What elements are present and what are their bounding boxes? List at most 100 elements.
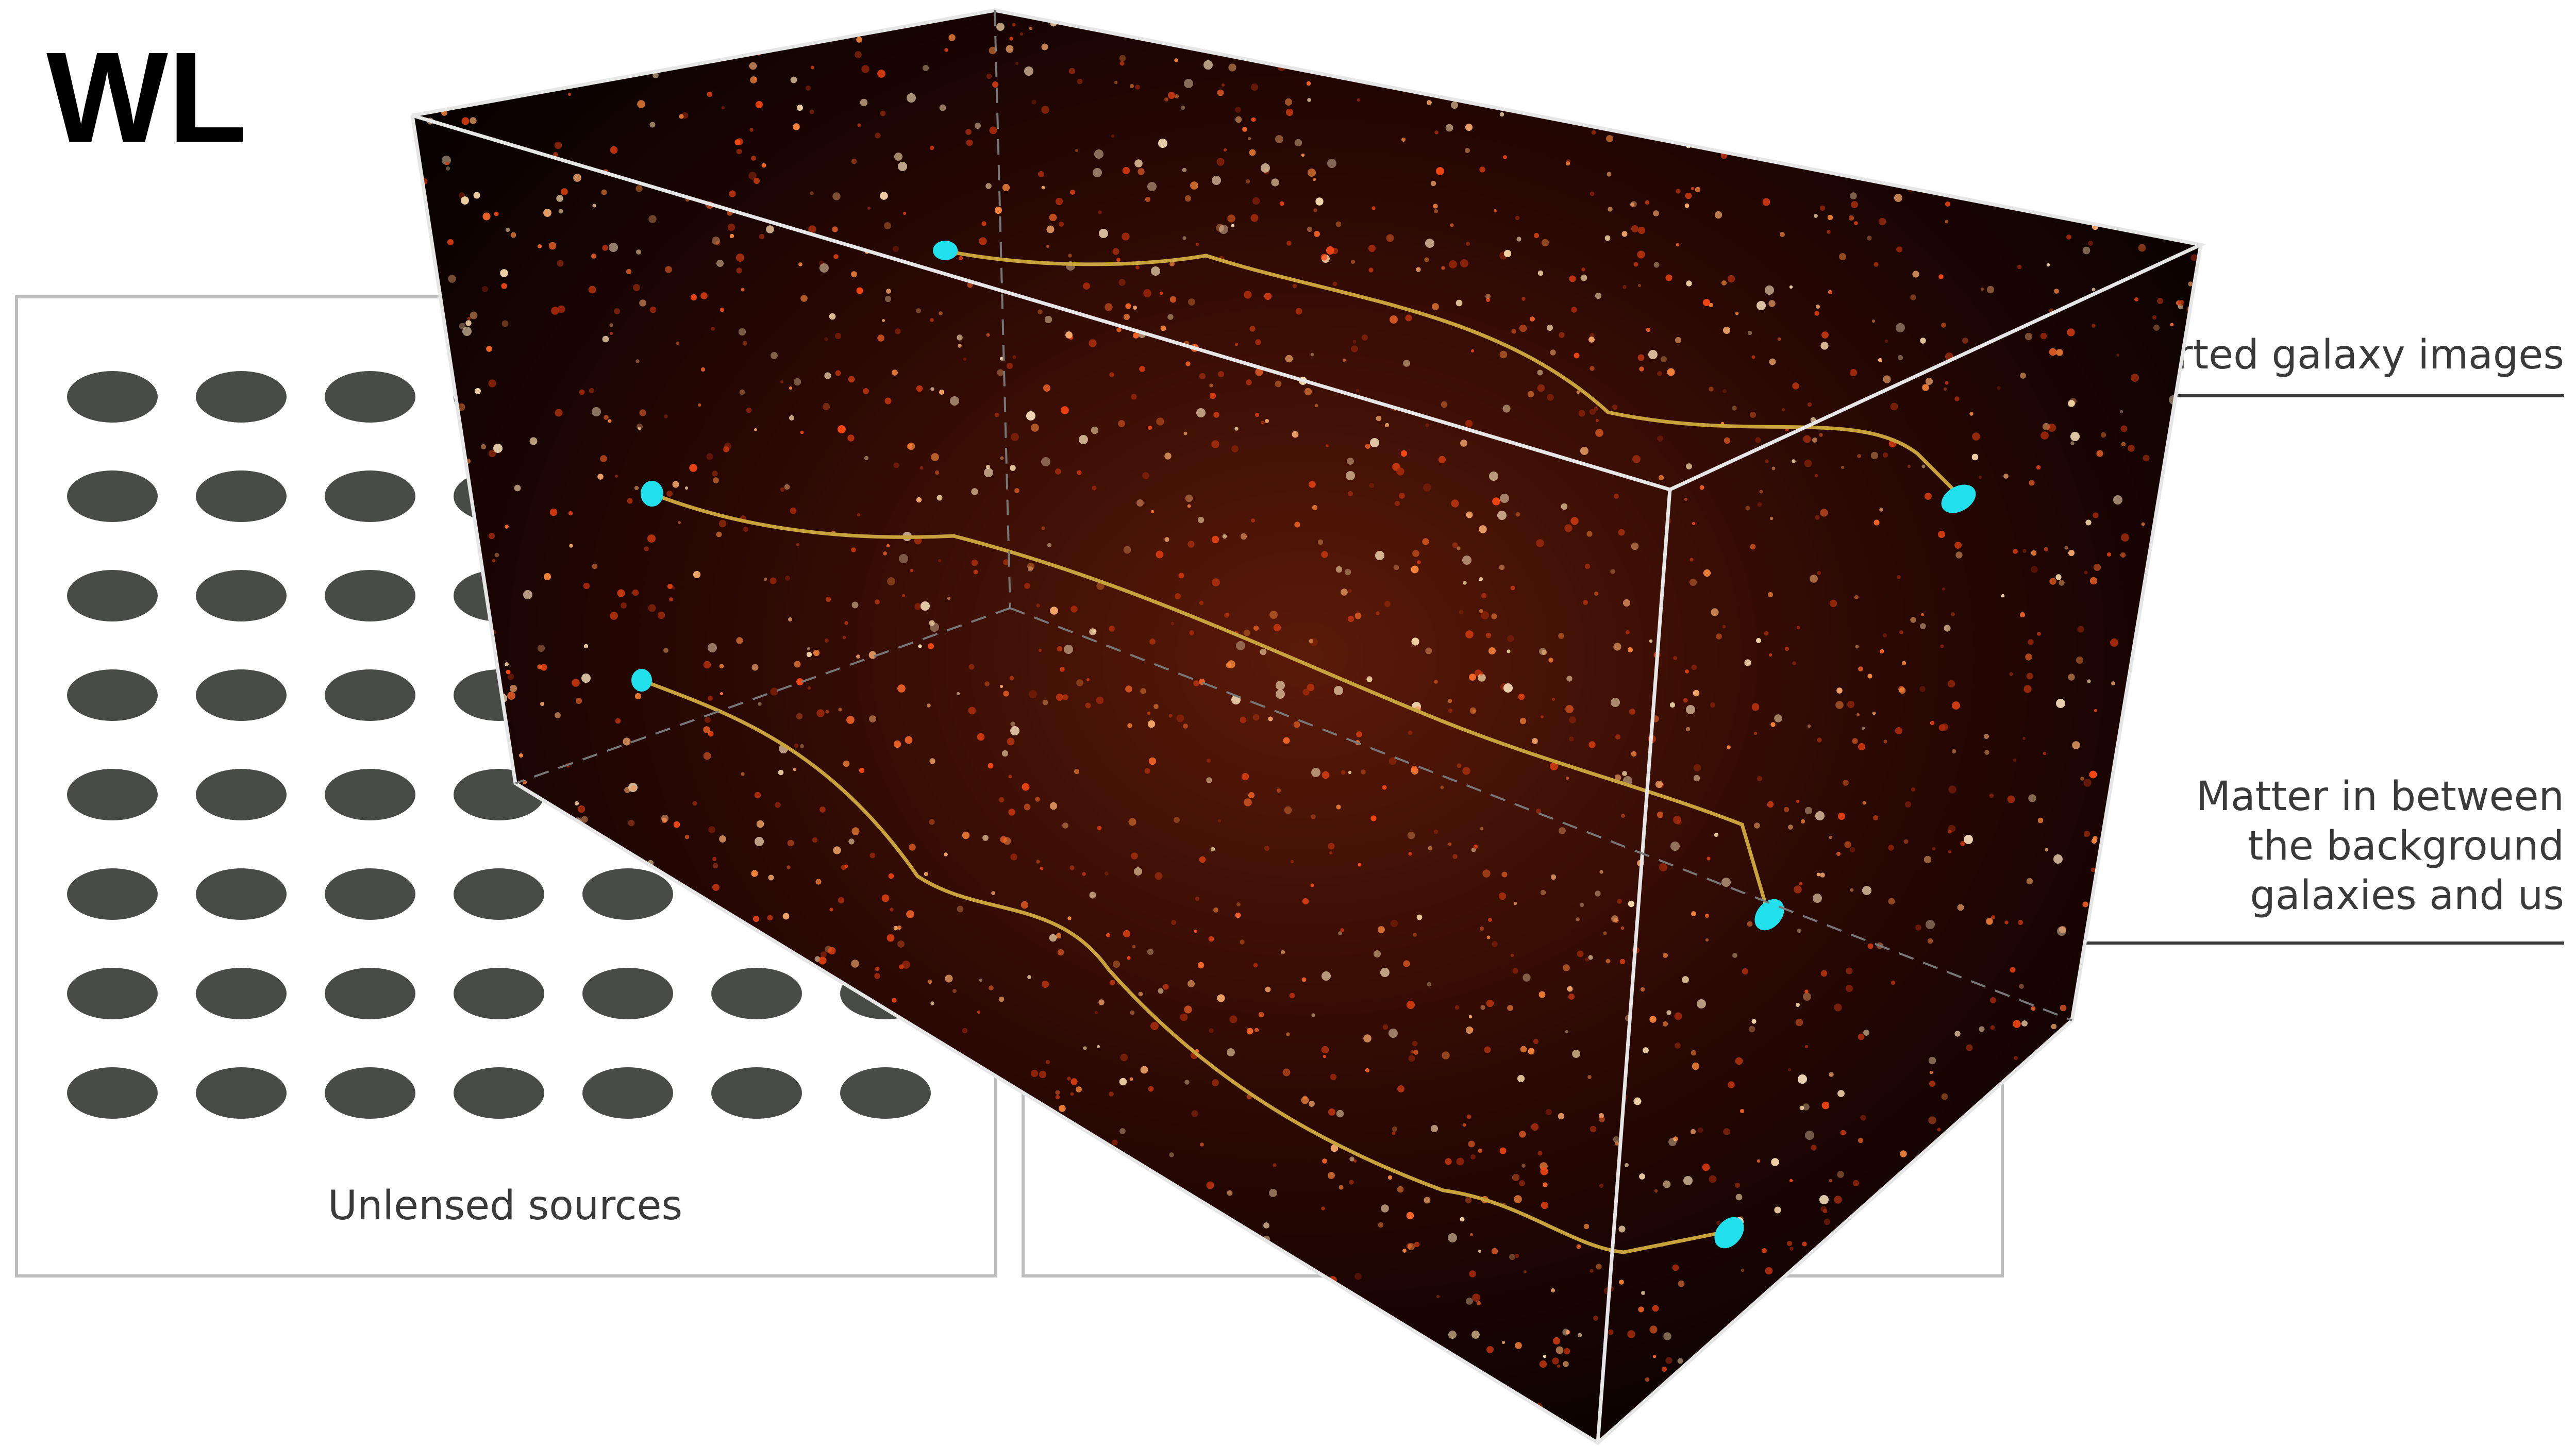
dm-speckle <box>649 306 657 313</box>
dm-speckle <box>794 661 801 668</box>
dm-speckle <box>2154 1428 2161 1435</box>
dm-speckle <box>985 183 992 189</box>
dm-speckle <box>1326 246 1334 255</box>
dm-speckle <box>1821 1101 1830 1109</box>
dm-speckle <box>897 940 905 948</box>
dm-speckle <box>1727 745 1731 749</box>
dm-speckle <box>1391 1412 1397 1418</box>
dm-speckle <box>1408 852 1412 856</box>
dm-speckle <box>1111 134 1115 138</box>
dm-speckle <box>1632 455 1641 463</box>
dm-speckle <box>1613 643 1621 651</box>
dm-speckle <box>1460 1217 1465 1222</box>
dm-speckle <box>1124 1392 1129 1398</box>
dm-speckle <box>1479 577 1483 581</box>
dm-speckle <box>2052 78 2056 82</box>
dm-speckle <box>1497 511 1507 520</box>
dm-speckle <box>971 1348 980 1357</box>
dm-speckle <box>1174 58 1178 62</box>
cube-edges <box>410 8 2207 1445</box>
dm-speckle <box>2031 566 2038 573</box>
dm-speckle <box>1954 40 1962 47</box>
dm-speckle <box>1516 237 1521 242</box>
dm-speckle <box>1993 81 1997 86</box>
dm-speckle <box>1520 1046 1527 1053</box>
dm-speckle <box>2127 697 2135 705</box>
dm-speckle <box>1929 1070 1933 1074</box>
dm-speckle <box>1312 177 1316 181</box>
dm-speckle <box>1061 406 1069 414</box>
dm-speckle <box>1552 104 1559 111</box>
dm-speckle <box>812 837 818 843</box>
dm-speckle <box>2138 244 2146 252</box>
dm-speckle <box>1595 292 1602 299</box>
dm-speckle <box>1771 1158 1779 1166</box>
dm-speckle <box>548 52 556 60</box>
dm-speckle <box>751 156 756 161</box>
dm-speckle <box>1561 503 1568 510</box>
dm-speckle <box>982 835 989 841</box>
dm-speckle <box>1465 1197 1472 1204</box>
dm-speckle <box>2110 1119 2114 1123</box>
dm-speckle <box>2017 264 2022 270</box>
dm-speckle <box>1521 1164 1526 1168</box>
dm-speckle <box>1335 221 1342 227</box>
dm-speckle <box>1176 714 1184 722</box>
dm-speckle <box>1768 653 1772 657</box>
dm-speckle <box>851 960 859 968</box>
dm-speckle <box>1243 1352 1248 1357</box>
dm-speckle <box>1604 235 1611 241</box>
dm-speckle <box>2111 681 2115 685</box>
dm-speckle <box>1070 1092 1074 1096</box>
dm-speckle <box>1250 83 1259 91</box>
dm-speckle <box>1621 814 1625 818</box>
dm-speckle <box>1795 1018 1803 1027</box>
dm-speckle <box>1056 1352 1060 1356</box>
dm-speckle <box>1068 254 1072 258</box>
dm-speckle <box>1294 522 1300 528</box>
source-galaxy-ellipse-icon <box>67 570 158 621</box>
dm-speckle <box>1750 412 1756 418</box>
dm-speckle <box>1952 1414 1959 1420</box>
dm-speckle <box>1024 583 1030 589</box>
dm-speckle <box>1076 679 1083 686</box>
dm-speckle <box>800 430 804 434</box>
dm-speckle <box>1185 361 1191 366</box>
dm-speckle <box>708 43 716 52</box>
dm-speckle <box>2148 1275 2157 1284</box>
dm-speckle <box>809 109 814 114</box>
dm-speckle <box>719 835 726 843</box>
dm-speckle <box>1599 870 1603 874</box>
dm-speckle <box>1882 633 1887 638</box>
dm-speckle <box>1854 221 1858 225</box>
dm-speckle <box>1870 451 1879 460</box>
dm-speckle <box>1684 497 1688 501</box>
dm-speckle <box>634 485 639 491</box>
dm-speckle <box>2124 159 2130 165</box>
dm-speckle <box>2059 926 2067 934</box>
dm-speckle <box>1281 20 1286 25</box>
dm-speckle <box>2114 1307 2121 1315</box>
dm-speckle <box>1251 117 1256 122</box>
dm-speckle <box>1896 246 1902 253</box>
dm-speckle <box>1433 204 1438 209</box>
dm-speckle <box>572 679 580 687</box>
dm-speckle <box>1499 112 1504 117</box>
dm-speckle <box>1258 1012 1264 1018</box>
dm-speckle <box>1448 1233 1457 1242</box>
dm-speckle <box>1470 1233 1473 1236</box>
dm-speckle <box>2084 570 2088 575</box>
dm-speckle <box>788 617 792 621</box>
dm-speckle <box>1353 1425 1361 1433</box>
dm-speckle <box>1856 1296 1864 1303</box>
dm-speckle <box>916 385 923 392</box>
dm-speckle <box>1022 1359 1029 1366</box>
dm-speckle <box>1135 85 1140 90</box>
dm-speckle <box>822 402 830 411</box>
dm-speckle <box>501 283 507 289</box>
dm-speckle <box>848 1291 856 1300</box>
dm-speckle <box>1077 78 1083 85</box>
dm-speckle <box>1673 816 1681 824</box>
dm-speckle <box>1841 466 1844 469</box>
dm-speckle <box>2003 1289 2009 1294</box>
